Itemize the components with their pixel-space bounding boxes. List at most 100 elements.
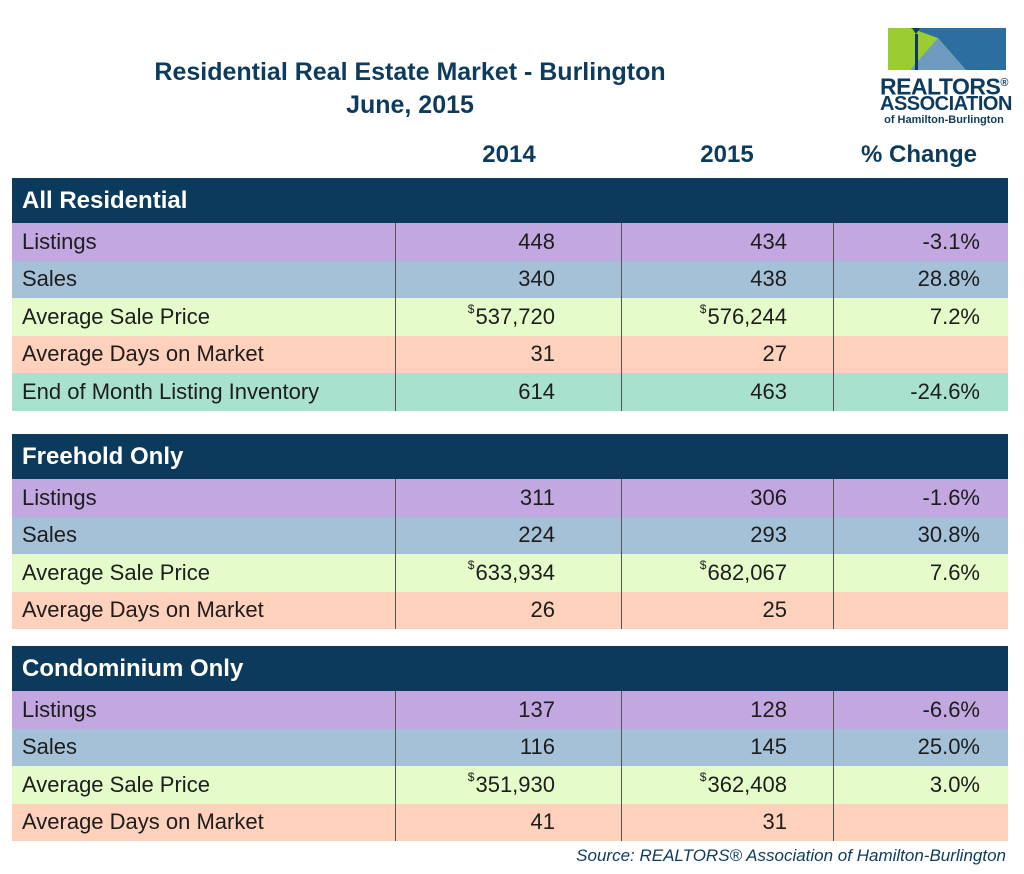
table-row: Average Sale Price $633,934 $682,067 7.6% — [12, 554, 1008, 592]
cell-value: 311 — [519, 484, 555, 510]
value-2015: 434 — [621, 223, 833, 261]
currency-symbol: $ — [699, 301, 707, 316]
logo-subtitle: of Hamilton-Burlington — [884, 114, 1004, 126]
cell-value: 27 — [762, 341, 787, 367]
realtors-association-logo: REALTORS® ASSOCIATION of Hamilton-Burlin… — [880, 28, 1012, 128]
value-2015: 27 — [621, 335, 833, 373]
row-label: Average Days on Market — [22, 597, 264, 623]
logo-name: REALTORS® — [880, 73, 1008, 100]
column-header-change: % Change — [860, 141, 977, 168]
section-header: Condominium Only — [12, 646, 1008, 691]
cell-value: 145 — [750, 734, 787, 760]
table-row: Average Sale Price $537,720 $576,244 7.2% — [12, 298, 1008, 336]
cell-value: 340 — [518, 266, 555, 292]
column-header-2015: 2015 — [700, 141, 754, 168]
cell-value: 26 — [530, 597, 555, 623]
value-2014: 614 — [395, 373, 621, 411]
column-header-2014: 2014 — [482, 141, 536, 168]
value-2015: $682,067 — [621, 554, 833, 592]
value-2014: 137 — [395, 691, 621, 729]
section-3: Condominium Only Listings 137 128 -6.6% Sales… — [12, 646, 1008, 841]
table-row: Average Days on Market 41 31 — [12, 803, 1008, 841]
value-2015: 128 — [621, 691, 833, 729]
value-2015: $362,408 — [621, 766, 833, 804]
value-2014: $633,934 — [395, 554, 621, 592]
house-logo-icon — [888, 28, 1006, 70]
cell-value: 351,930 — [475, 771, 555, 797]
row-label: Average Days on Market — [22, 809, 264, 835]
value-2015: $576,244 — [621, 298, 833, 336]
cell-value: 31 — [530, 341, 555, 367]
cell-value: 434 — [750, 228, 787, 254]
section-header: Freehold Only — [12, 434, 1008, 479]
table-row: End of Month Listing Inventory 614 463 -24.… — [12, 373, 1008, 411]
cell-value: 306 — [750, 484, 787, 510]
cell-value: 448 — [518, 228, 555, 254]
cell-value: 682,067 — [707, 559, 787, 585]
page-title: Residential Real Estate Market - Burling… — [154, 58, 666, 86]
value-2015: 145 — [621, 728, 833, 766]
table-row: Sales 224 293 30.8% — [12, 516, 1008, 554]
table-row: Average Sale Price $351,930 $362,408 3.0% — [12, 766, 1008, 804]
section-2: Freehold Only Listings 311 306 -1.6% Sales 224… — [12, 434, 1008, 629]
row-label: Average Sale Price — [22, 771, 210, 797]
value-2014: $351,930 — [395, 766, 621, 804]
value-change: 7.2% — [833, 298, 1008, 336]
table-row: Sales 116 145 25.0% — [12, 728, 1008, 766]
source-note: Source: REALTORS® Association of Hamilto… — [576, 846, 1006, 865]
value-2015: 293 — [621, 516, 833, 554]
value-2015: 25 — [621, 591, 833, 629]
cell-value: 633,934 — [475, 559, 555, 585]
value-2015: 306 — [621, 479, 833, 517]
cell-value: 31 — [762, 809, 787, 835]
value-change: 7.6% — [833, 554, 1008, 592]
row-label: Sales — [22, 734, 78, 760]
value-change: -3.1% — [833, 223, 1008, 261]
currency-symbol: $ — [467, 301, 475, 316]
table-row: Listings 448 434 -3.1% — [12, 223, 1008, 261]
cell-value: 293 — [750, 522, 787, 548]
value-change — [833, 335, 1008, 373]
value-2014: 31 — [395, 335, 621, 373]
currency-symbol: $ — [699, 769, 707, 784]
row-label: Average Days on Market — [22, 341, 264, 367]
value-2014: 41 — [395, 803, 621, 841]
value-2015: 31 — [621, 803, 833, 841]
table-row: Average Days on Market 26 25 — [12, 591, 1008, 629]
value-2015: 463 — [621, 373, 833, 411]
value-change: 30.8% — [833, 516, 1008, 554]
cell-value: 137 — [518, 696, 555, 722]
currency-symbol: $ — [467, 769, 475, 784]
currency-symbol: $ — [467, 557, 475, 572]
table-row: Listings 311 306 -1.6% — [12, 479, 1008, 517]
table-row: Listings 137 128 -6.6% — [12, 691, 1008, 729]
value-2014: 26 — [395, 591, 621, 629]
value-change: -1.6% — [833, 479, 1008, 517]
cell-value: 614 — [518, 378, 555, 404]
cell-value: 116 — [519, 734, 555, 760]
value-change — [833, 803, 1008, 841]
cell-value: 25 — [762, 597, 787, 623]
cell-value: 41 — [530, 809, 555, 835]
cell-value: 576,244 — [707, 303, 787, 329]
value-2014: 448 — [395, 223, 621, 261]
row-label: Average Sale Price — [22, 303, 210, 329]
row-label: Sales — [22, 522, 78, 548]
table-row: Sales 340 438 28.8% — [12, 260, 1008, 298]
section-header: All Residential — [12, 178, 1008, 223]
value-change — [833, 591, 1008, 629]
value-change: 25.0% — [833, 728, 1008, 766]
row-label: Sales — [22, 266, 78, 292]
logo-association: ASSOCIATION — [880, 93, 1012, 115]
value-change: 28.8% — [833, 260, 1008, 298]
value-change: -24.6% — [833, 373, 1008, 411]
value-2014: $537,720 — [395, 298, 621, 336]
row-label: Listings — [22, 696, 97, 722]
cell-value: 438 — [750, 266, 787, 292]
value-2014: 116 — [395, 728, 621, 766]
section-1: All Residential Listings 448 434 -3.1% Sales 3… — [12, 178, 1008, 411]
value-2015: 438 — [621, 260, 833, 298]
value-2014: 311 — [395, 479, 621, 517]
value-change: -6.6% — [833, 691, 1008, 729]
value-change: 3.0% — [833, 766, 1008, 804]
